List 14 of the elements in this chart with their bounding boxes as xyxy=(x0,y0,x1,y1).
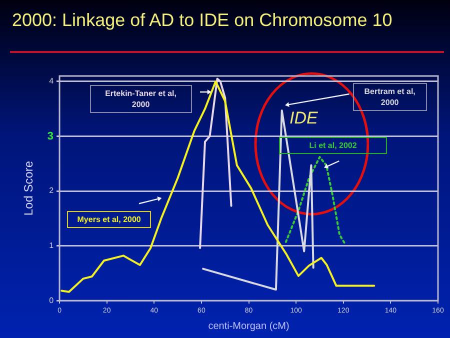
series-label: Li et al, 2002 xyxy=(279,136,388,154)
y-tick-label: 3 xyxy=(47,130,54,142)
chart-title: 2000: Linkage of AD to IDE on Chromosome 10 xyxy=(12,10,392,31)
y-tick-label: 0 xyxy=(49,296,54,305)
y-tick-label: 2 xyxy=(49,186,54,196)
y-tick-label: 4 xyxy=(49,76,54,86)
text: Ertekin-Taner et al, 2000 xyxy=(90,84,192,113)
y-axis-title: Lod Score xyxy=(22,160,36,216)
annotation: IDE xyxy=(289,108,318,128)
text: Myers et al, 2000 xyxy=(67,210,152,228)
line-series xyxy=(284,156,346,244)
text: Bertram et al, 2000 xyxy=(352,82,427,111)
y-tick-label: 1 xyxy=(49,241,54,250)
x-axis-title: centi-Morgan (cM) xyxy=(208,320,290,332)
